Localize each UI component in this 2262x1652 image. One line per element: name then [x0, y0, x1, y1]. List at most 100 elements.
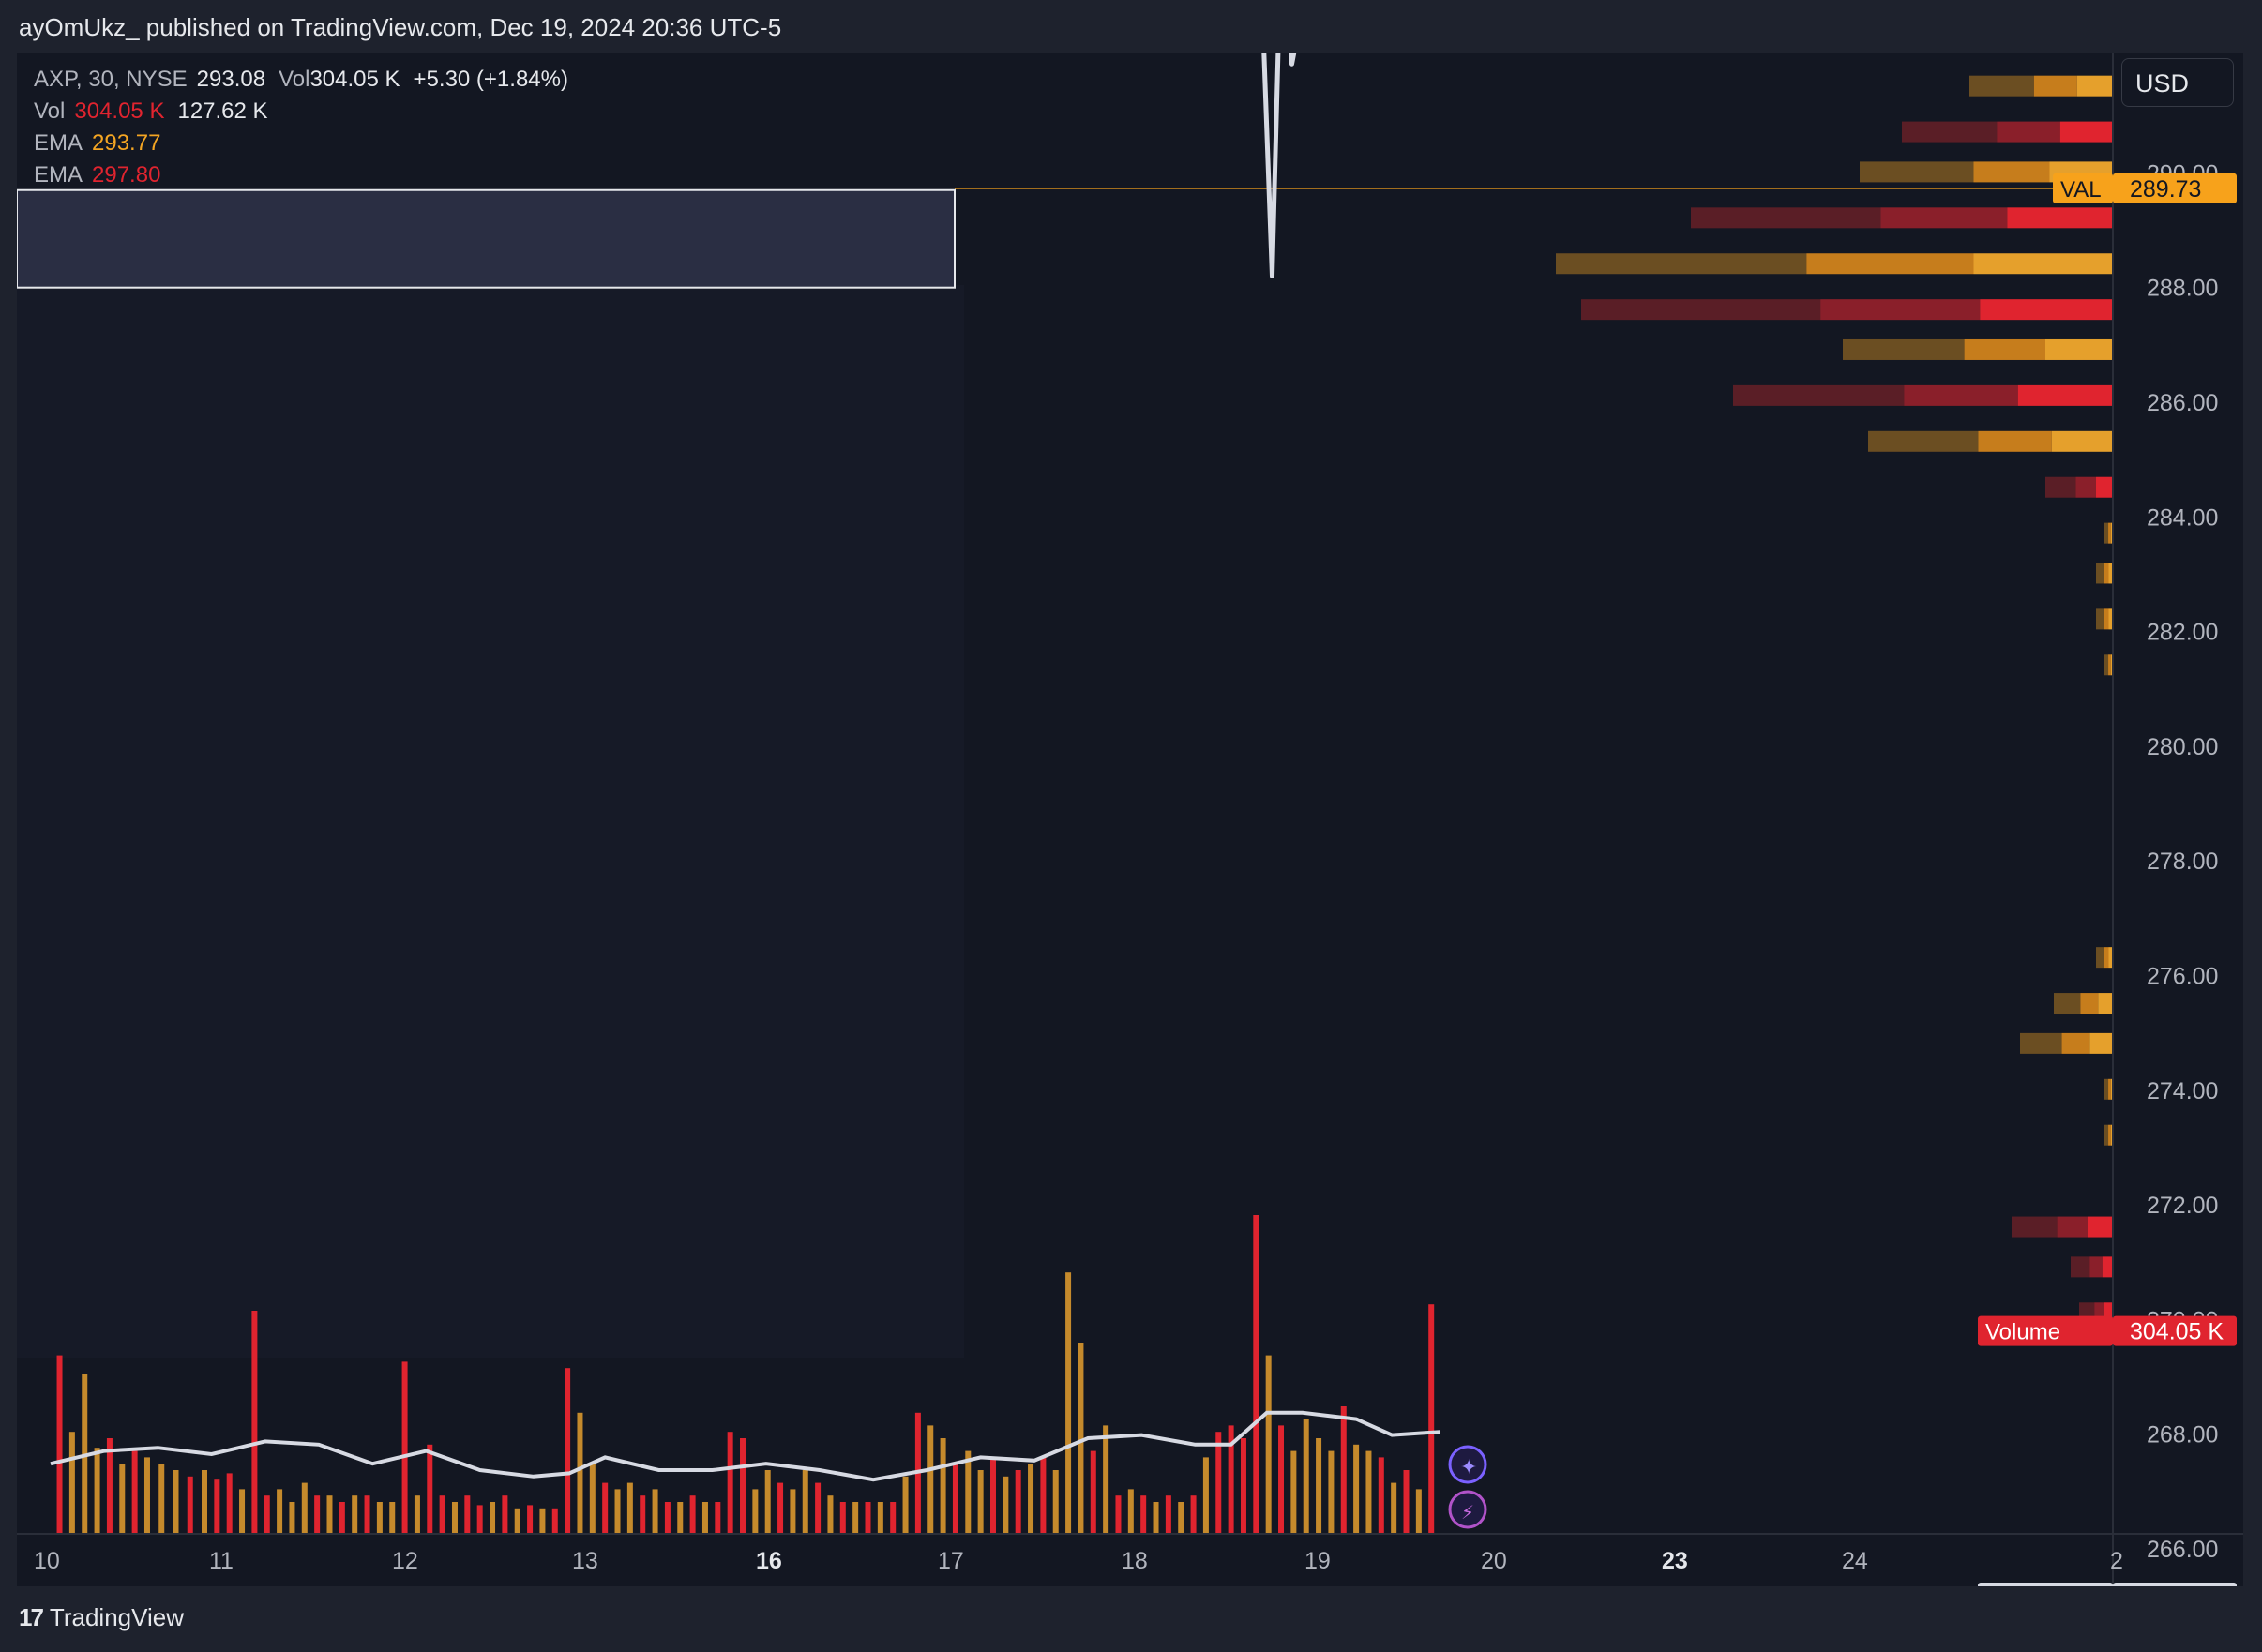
- volume-bar: [1265, 1355, 1272, 1534]
- volume-badge-label-bg: [1978, 1315, 2113, 1346]
- lightning-circle[interactable]: [1448, 1490, 1487, 1529]
- time-tick-label: 12: [392, 1548, 418, 1574]
- volume-bar: [640, 1495, 646, 1534]
- volume-bar: [427, 1444, 433, 1534]
- ai-sparkle-circle[interactable]: [1448, 1445, 1487, 1484]
- price-tick-label: 274.00: [2147, 1078, 2218, 1104]
- volume-profile-row-40: [2012, 1216, 2113, 1238]
- vol-ma-value: 127.62 K: [177, 98, 268, 124]
- volume-profile-row-28: [1733, 384, 2113, 406]
- tradingview-logo[interactable]: 17 TradingView: [19, 1603, 184, 1632]
- volume-profile-row-22: [1902, 121, 2113, 143]
- lightning-icon[interactable]: ⚡: [1448, 1490, 1487, 1529]
- volume-bar: [301, 1482, 308, 1534]
- tradingview-logo-icon: 17: [19, 1603, 44, 1631]
- time-tick-label: 2: [2110, 1548, 2123, 1574]
- volume-bar: [1391, 1482, 1397, 1534]
- volume-bar: [839, 1502, 846, 1534]
- volume-profile-seg: [1820, 299, 1981, 321]
- volume-profile-seg: [2012, 1216, 2058, 1238]
- volume-bar: [1253, 1215, 1259, 1534]
- price-tick-label: 284.00: [2147, 504, 2218, 531]
- vol-value: 304.05 K: [74, 98, 165, 124]
- publish-header: ayOmUkz_ published on TradingView.com, D…: [0, 0, 2262, 53]
- volume-ma-badge-label-bg: [1978, 1582, 2113, 1586]
- currency-button[interactable]: USD: [2121, 58, 2234, 107]
- volume-bar: [1340, 1406, 1347, 1534]
- volume-profile-row-38: [2104, 1078, 2113, 1100]
- val-badge-value-bg: [2113, 173, 2237, 203]
- time-tick-label: 13: [572, 1548, 598, 1574]
- time-tick-label: 10: [34, 1548, 60, 1574]
- volume-bar: [476, 1505, 483, 1534]
- volume-bar: [827, 1495, 834, 1534]
- volume-bar: [106, 1438, 113, 1534]
- volume-bar: [187, 1476, 193, 1534]
- volume-bar: [1140, 1495, 1147, 1534]
- legend-ema-fast-row[interactable]: EMA 293.77: [34, 128, 581, 159]
- volume-bar: [464, 1495, 471, 1534]
- val-badge[interactable]: VAL 289.73: [2053, 173, 2237, 203]
- volume-bar: [277, 1489, 283, 1534]
- chart-legend: AXP, 30, NYSE 293.08 Vol304.05 K +5.30 (+1.…: [34, 64, 581, 191]
- volume-profile-seg: [2096, 476, 2113, 498]
- price-chart-svg[interactable]: (295.21)✦⚡290.00288.00286.00284.00282.00…: [17, 53, 2243, 1586]
- volume-bar: [264, 1495, 270, 1534]
- volume-profile-seg: [2076, 75, 2113, 97]
- volume-bar: [989, 1457, 996, 1534]
- volume-bar: [214, 1479, 220, 1534]
- volume-profile-seg: [2096, 563, 2104, 584]
- volume-profile-seg: [1691, 207, 1881, 229]
- ema-fast-value: 293.77: [92, 130, 161, 156]
- zone-rect-2[interactable]: [17, 188, 956, 289]
- volume-bar: [1178, 1502, 1184, 1534]
- volume-profile-row-39: [2104, 1124, 2113, 1146]
- volume-profile-seg: [2110, 654, 2113, 676]
- volume-bar: [1278, 1425, 1285, 1534]
- volume-bar: [815, 1482, 822, 1534]
- volume-ma-badge-value-bg: [2113, 1582, 2237, 1586]
- volume-profile-seg: [1973, 161, 2050, 183]
- volume-profile-seg: [1806, 253, 1974, 275]
- volume-profile-seg: [2017, 384, 2113, 406]
- volume-ma-badge[interactable]: Volume MA127.62 K: [1978, 1582, 2237, 1586]
- volume-profile-seg: [1997, 121, 2060, 143]
- volume-profile-row-30: [2045, 476, 2113, 498]
- volume-profile-seg: [2098, 993, 2113, 1014]
- volume-profile-seg: [1843, 338, 1965, 360]
- time-tick-label: 19: [1304, 1548, 1331, 1574]
- volume-bar: [790, 1489, 796, 1534]
- volume-profile-row-31: [2104, 522, 2113, 544]
- volume-profile-seg: [1978, 430, 2052, 452]
- ai-sparkle-icon[interactable]: ✦: [1448, 1445, 1487, 1484]
- volume-bar: [339, 1502, 345, 1534]
- volume-profile-seg: [1969, 75, 2034, 97]
- volume-profile-seg: [2104, 522, 2109, 544]
- session-shade: [17, 285, 964, 1358]
- volume-bar: [401, 1361, 408, 1534]
- volume-profile-seg: [2033, 75, 2077, 97]
- volume-bar: [131, 1450, 138, 1534]
- volume-bar: [852, 1502, 859, 1534]
- volume-profile-seg: [2075, 476, 2096, 498]
- volume-bar: [527, 1505, 534, 1534]
- volume-bar: [1103, 1425, 1109, 1534]
- volume-bar: [1228, 1425, 1234, 1534]
- volume-bar: [539, 1508, 546, 1534]
- legend-volume-row[interactable]: Vol 304.05 K 127.62 K: [34, 96, 581, 128]
- volume-bar: [927, 1425, 934, 1534]
- val-badge-label: VAL: [2060, 177, 2102, 203]
- time-tick-label: 16: [756, 1548, 782, 1574]
- legend-symbol-row[interactable]: AXP, 30, NYSE 293.08 Vol304.05 K +5.30 (+1.…: [34, 64, 581, 96]
- volume-profile-seg: [2094, 1302, 2104, 1324]
- volume-profile-row-35: [2096, 947, 2113, 969]
- volume-badge[interactable]: Volume 304.05 K: [1978, 1315, 2237, 1346]
- volume-profile-seg: [2102, 1256, 2113, 1278]
- volume-bar: [1428, 1304, 1435, 1534]
- volume-bar: [1190, 1495, 1197, 1534]
- legend-ema-slow-row[interactable]: EMA 297.80: [34, 159, 581, 191]
- time-tick-label: 23: [1662, 1548, 1688, 1574]
- chart-area[interactable]: (295.21)✦⚡290.00288.00286.00284.00282.00…: [17, 53, 2243, 1586]
- volume-ma-line: [50, 1410, 1440, 1482]
- volume-profile-seg: [2096, 608, 2104, 630]
